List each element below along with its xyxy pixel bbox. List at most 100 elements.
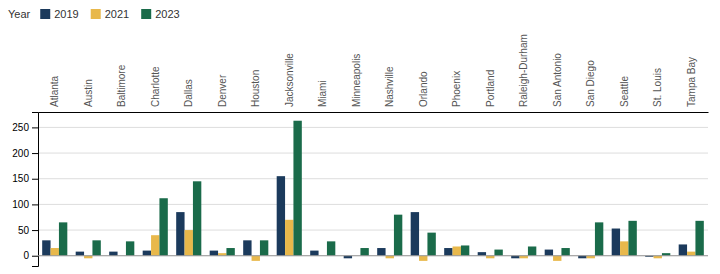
bar [143, 251, 151, 256]
x-tick-label: Phoenix [451, 71, 462, 107]
x-tick: Houston [250, 70, 261, 112]
bar [277, 176, 285, 256]
x-tick-label: Nashville [384, 66, 395, 107]
x-tick-label: Austin [83, 79, 94, 107]
grid-line [38, 255, 708, 256]
bar [193, 181, 201, 255]
x-tick-label: Houston [250, 70, 261, 107]
y-tick-label: 100 [12, 199, 29, 210]
y-tick-mark [32, 204, 38, 205]
bar [612, 229, 620, 256]
bar [695, 221, 703, 256]
y-tick-label: 200 [12, 148, 29, 159]
bar [185, 230, 193, 256]
bar [76, 252, 84, 256]
x-tick-label: Orlando [418, 71, 429, 107]
legend-swatch [91, 9, 101, 19]
bar [310, 251, 318, 256]
y-tick-mark [32, 230, 38, 231]
bar-series [59, 121, 704, 256]
grid-line [38, 230, 708, 231]
y-tick-mark [32, 256, 38, 257]
bar [243, 240, 251, 255]
chart: 0 50 100 150 200 250 Atlanta Austin Baltimore Cha… [0, 0, 720, 274]
y-tick-label: 0 [23, 250, 29, 261]
y-tick-label: 250 [12, 122, 29, 133]
zero-line [38, 255, 708, 256]
x-tick-label: Portland [485, 70, 496, 107]
bar [226, 248, 234, 256]
x-tick-label: San Diego [585, 60, 596, 107]
x-tick: Raleigh-Durham [518, 34, 529, 112]
y-tick: 100 [12, 199, 38, 210]
x-axis-line [39, 112, 709, 113]
bar [561, 248, 569, 256]
bar-series [42, 176, 687, 258]
x-tick-label: San Antonio [552, 53, 563, 107]
bar [620, 241, 628, 255]
legend-item: 2021 [91, 8, 129, 20]
grid [38, 127, 708, 255]
x-tick: Tampa Bay [686, 57, 697, 112]
legend-item: 2019 [40, 8, 78, 20]
y-tick-label: 150 [12, 173, 29, 184]
x-tick-label: Denver [217, 74, 228, 107]
grid-line [38, 178, 708, 179]
legend-label: 2021 [105, 8, 129, 20]
x-tick: Portland [485, 70, 496, 112]
x-tick: Minneapolis [351, 54, 362, 112]
bar [679, 244, 687, 255]
bar [545, 250, 553, 256]
bar [285, 220, 293, 256]
bar [59, 222, 67, 255]
x-tick-label: Dallas [183, 79, 194, 107]
x-tick: Charlotte [150, 66, 161, 112]
grid-line [38, 153, 708, 154]
x-tick-label: Seattle [619, 75, 630, 107]
bar [595, 222, 603, 255]
x-tick-label: St. Louis [652, 68, 663, 107]
y-axis: 0 50 100 150 200 250 [12, 113, 38, 267]
x-tick: Dallas [183, 79, 194, 112]
x-tick: Denver [217, 74, 228, 112]
bar [151, 235, 159, 256]
bar [494, 250, 502, 256]
x-tick: Atlanta [49, 75, 60, 112]
bar [528, 246, 536, 255]
y-tick: 50 [18, 225, 38, 236]
bar [411, 212, 419, 256]
x-tick: Baltimore [116, 64, 127, 112]
bar [377, 248, 385, 256]
y-tick: 0 [23, 250, 38, 261]
bar [210, 251, 218, 256]
bar [42, 240, 50, 255]
legend-swatch [141, 9, 151, 19]
bar [159, 198, 167, 255]
bar [453, 246, 461, 255]
x-tick-label: Jacksonville [284, 53, 295, 107]
bar-series [51, 220, 696, 261]
y-tick-label: 50 [18, 225, 30, 236]
legend-label: 2019 [54, 8, 78, 20]
bar [427, 233, 435, 256]
x-tick: San Diego [585, 60, 596, 112]
x-tick: San Antonio [552, 53, 563, 112]
legend-label: 2023 [155, 8, 179, 20]
bar [687, 252, 695, 256]
x-tick-label: Atlanta [49, 75, 60, 107]
x-axis: Atlanta Austin Baltimore Charlotte Dallas Den… [39, 34, 709, 112]
grid-line [38, 127, 708, 128]
y-tick-mark [32, 127, 38, 128]
y-tick: 250 [12, 122, 38, 133]
bar [628, 221, 636, 256]
y-tick: 200 [12, 148, 38, 159]
x-tick-label: Raleigh-Durham [518, 34, 529, 107]
bar [51, 248, 59, 256]
bar [176, 212, 184, 256]
bar [461, 245, 469, 255]
bar [260, 240, 268, 255]
bar [360, 248, 368, 256]
legend: Year201920212023 [8, 8, 180, 20]
legend-swatch [40, 9, 50, 19]
bar [553, 256, 561, 261]
